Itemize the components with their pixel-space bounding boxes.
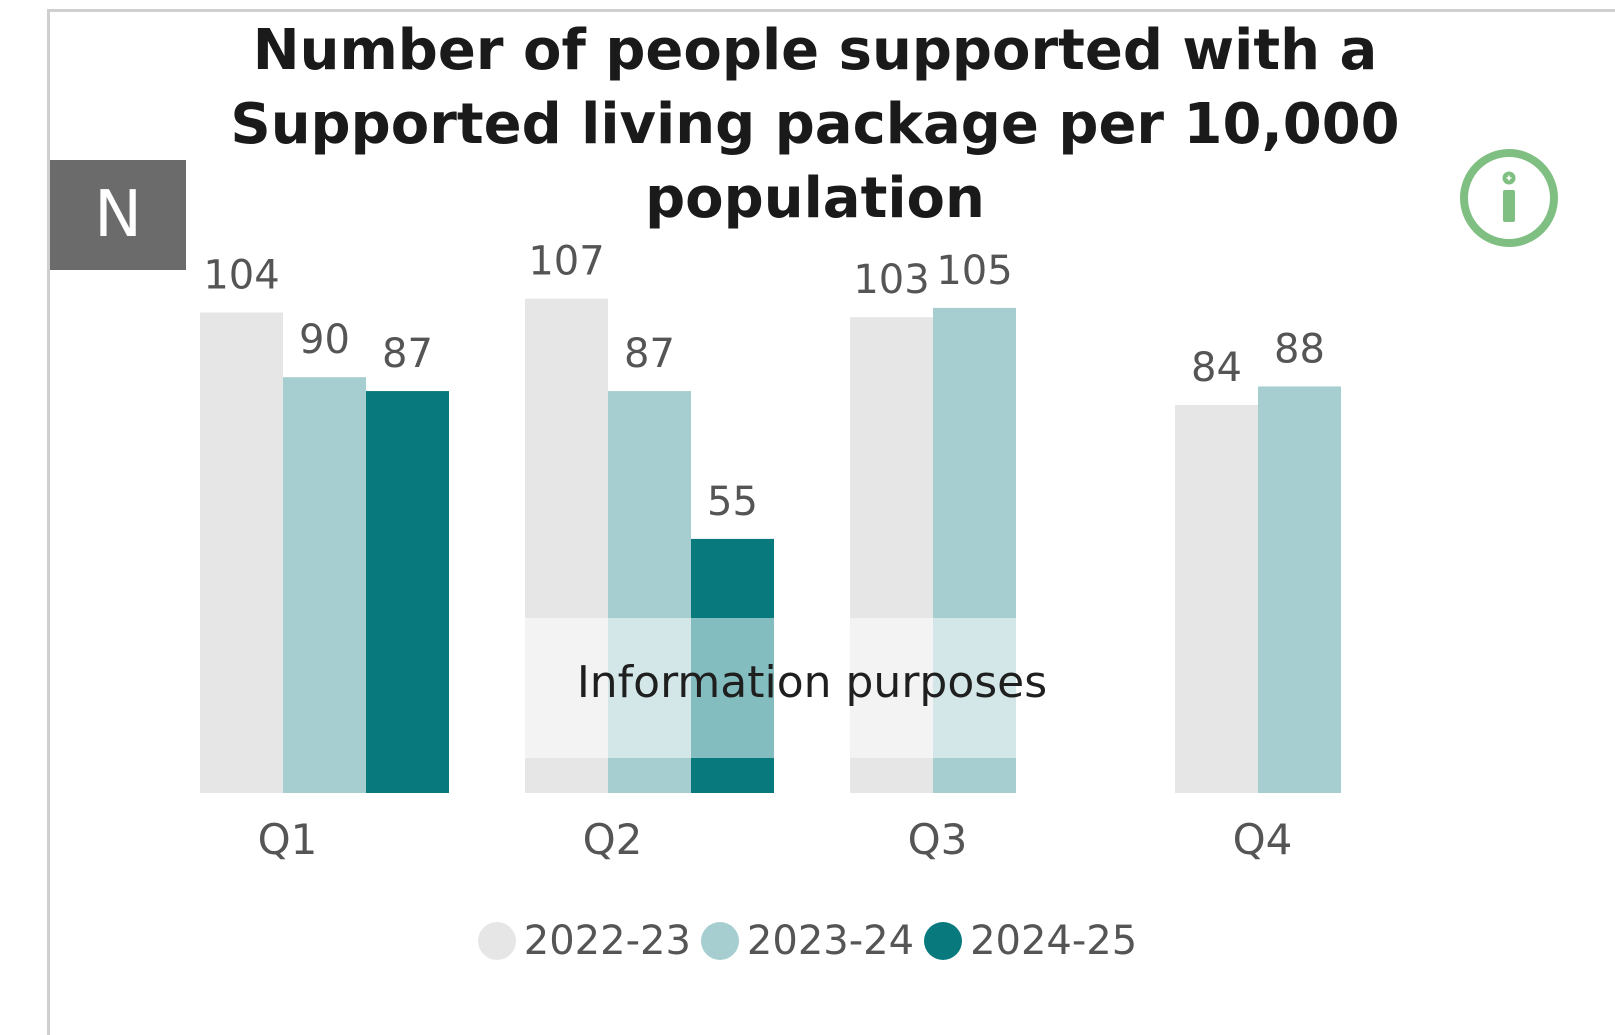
info-button[interactable]: [1459, 148, 1559, 248]
value-label-q2-2023-24: 87: [624, 331, 675, 377]
value-label-q3-2022-23: 103: [853, 257, 929, 303]
bar-q4-2023-24[interactable]: [1258, 386, 1341, 793]
value-label-q3-2023-24: 105: [936, 248, 1012, 294]
legend-item-2023-24[interactable]: 2023-24: [700, 918, 915, 964]
legend: 2022-23 2023-24 2024-25: [0, 918, 1615, 964]
value-label-q1-2022-23: 104: [203, 253, 279, 299]
value-labels-layer: 104 90 87 107 87 55 103 105 84 88: [203, 239, 1325, 525]
x-tick-q1: Q1: [258, 815, 318, 864]
bar-q1-2022-23[interactable]: [200, 312, 283, 793]
legend-item-2022-23[interactable]: 2022-23: [477, 918, 691, 964]
legend-swatch: [477, 922, 516, 960]
legend-swatch: [700, 922, 739, 960]
value-label-q2-2022-23: 107: [528, 239, 604, 285]
x-tick-q3: Q3: [908, 815, 968, 864]
watermark-band-right: [849, 618, 1016, 758]
watermark-text: Information purposes: [577, 657, 1047, 708]
legend-item-2024-25[interactable]: 2024-25: [924, 918, 1137, 964]
x-tick-q4: Q4: [1233, 815, 1293, 864]
watermark-band-left: [524, 618, 774, 758]
bar-q4-2022-23[interactable]: [1175, 404, 1258, 793]
value-label-q1-2024-25: 87: [382, 331, 433, 377]
value-label-q4-2023-24: 88: [1274, 326, 1325, 372]
x-tick-q2: Q2: [583, 815, 643, 864]
value-label-q4-2022-23: 84: [1191, 345, 1242, 391]
legend-label: 2024-25: [970, 918, 1138, 964]
value-label-q1-2023-24: 90: [299, 317, 350, 363]
bar-q1-2024-25[interactable]: [366, 391, 449, 793]
x-axis: Q1 Q2 Q3 Q4: [258, 815, 1293, 864]
n-badge: N: [50, 160, 186, 270]
chart-title: Number of people supported with a Suppor…: [230, 18, 1400, 231]
value-label-q2-2024-25: 55: [707, 479, 758, 525]
legend-label: 2022-23: [523, 918, 691, 964]
watermark: Information purposes: [524, 618, 1047, 758]
legend-swatch: [924, 922, 963, 960]
legend-label: 2023-24: [746, 918, 915, 964]
bar-q1-2023-24[interactable]: [283, 377, 366, 793]
info-icon: [1460, 149, 1558, 247]
bars-layer: [200, 298, 1341, 793]
